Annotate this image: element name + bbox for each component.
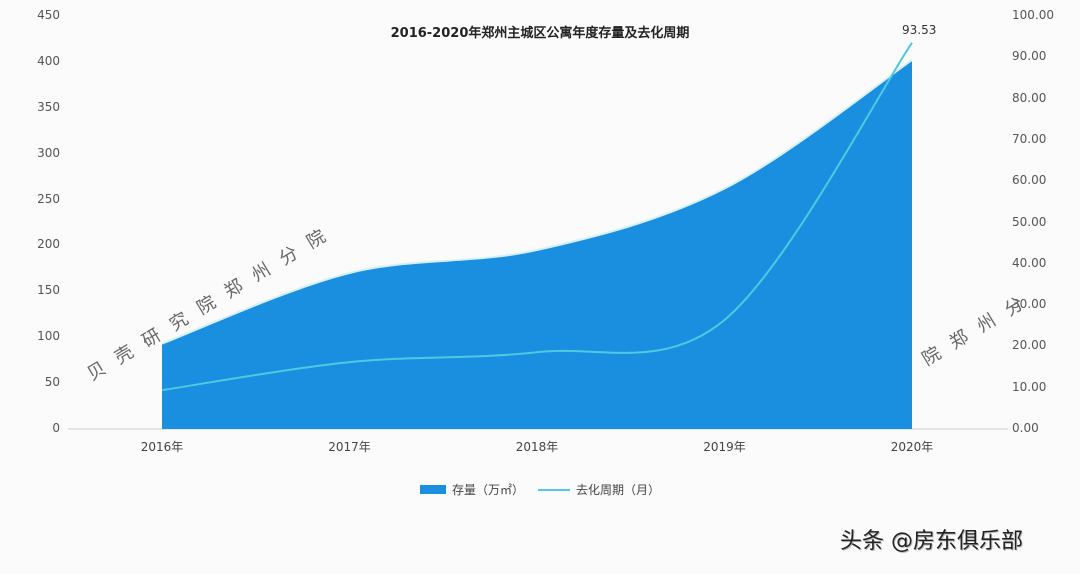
right-axis-tick: 60.00: [1012, 173, 1047, 188]
data-label: 93.53: [902, 22, 937, 37]
left-axis-tick: 400: [37, 53, 60, 68]
legend-line-swatch: [538, 488, 571, 491]
x-axis-tick: 2016年: [140, 440, 184, 454]
stock-area-edge: [161, 59, 913, 345]
right-axis-tick: 20.00: [1012, 338, 1047, 353]
right-axis-tick: 50.00: [1012, 214, 1047, 229]
right-axis-tick: 0.00: [1012, 421, 1039, 435]
right-axis-tick: 10.00: [1012, 379, 1047, 394]
left-axis-tick: 300: [37, 145, 60, 160]
left-axis-tick: 0: [52, 421, 60, 435]
right-axis-tick: 90.00: [1012, 49, 1047, 64]
x-axis-tick: 2018年: [515, 440, 559, 454]
chart-title: 2016-2020年郑州主城区公寓年度存量及去化周期: [390, 26, 690, 41]
right-axis-tick: 40.00: [1012, 255, 1047, 270]
legend-area-swatch: [420, 485, 446, 494]
right-axis-tick: 70.00: [1012, 131, 1047, 146]
left-axis-tick: 350: [37, 99, 60, 114]
legend-cycle-label: 去化周期（月）: [576, 483, 661, 497]
stock-area: [162, 60, 912, 429]
right-axis-tick: 80.00: [1012, 90, 1047, 105]
right-axis-tick: 30.00: [1012, 297, 1047, 312]
x-axis-tick: 2017年: [328, 440, 371, 454]
legend-stock-label: 存量（万㎡）: [452, 483, 525, 497]
left-axis-tick: 100: [37, 329, 60, 344]
left-axis-tick: 250: [37, 191, 60, 206]
left-axis-tick: 200: [37, 237, 60, 252]
right-axis-tick: 100.00: [1012, 8, 1054, 22]
left-axis-tick: 50: [44, 375, 60, 390]
sell-through-line: [161, 42, 913, 392]
footer-source: 头条 @房东俱乐部: [840, 529, 1023, 554]
left-axis-tick: 150: [37, 283, 60, 298]
legend: 存量（万㎡） 去化周期（月）: [420, 481, 660, 498]
left-axis-tick: 450: [37, 8, 60, 22]
x-axis-tick: 2019年: [703, 440, 746, 454]
x-axis-tick: 2020年: [890, 440, 934, 454]
